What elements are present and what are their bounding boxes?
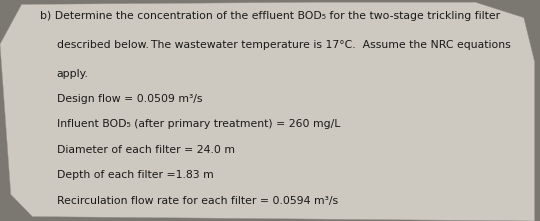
Text: b) Determine the concentration of the effluent BOD₅ for the two-stage trickling : b) Determine the concentration of the ef… [40, 11, 501, 21]
Text: apply.: apply. [57, 69, 89, 78]
Text: Recirculation flow rate for each filter = 0.0594 m³/s: Recirculation flow rate for each filter … [57, 196, 338, 206]
Text: Influent BOD₅ (after primary treatment) = 260 mg/L: Influent BOD₅ (after primary treatment) … [57, 119, 340, 129]
Text: Design flow = 0.0509 m³/s: Design flow = 0.0509 m³/s [57, 94, 202, 104]
Text: Depth of each filter =1.83 m: Depth of each filter =1.83 m [57, 170, 213, 180]
Text: described below. The wastewater temperature is 17°C.  Assume the NRC equations: described below. The wastewater temperat… [57, 40, 510, 50]
Text: Diameter of each filter = 24.0 m: Diameter of each filter = 24.0 m [57, 145, 235, 155]
